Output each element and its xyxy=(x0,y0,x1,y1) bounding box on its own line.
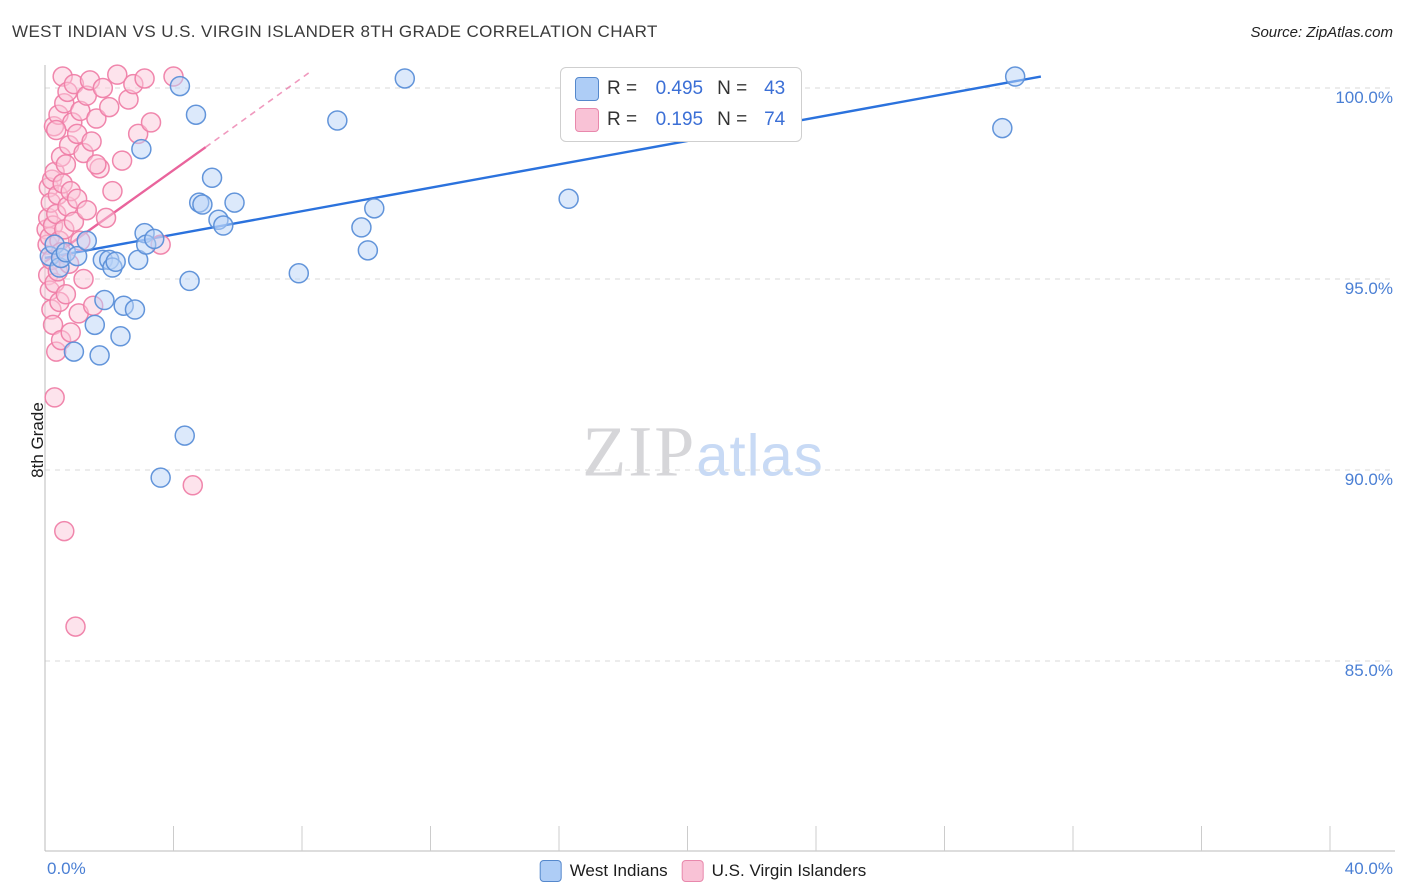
virgin-islanders-point xyxy=(86,108,107,129)
trend-line xyxy=(44,75,1042,260)
x-tick-0: 0.0% xyxy=(47,859,86,878)
virgin-islanders-point xyxy=(54,520,75,542)
page-title: WEST INDIAN VS U.S. VIRGIN ISLANDER 8TH … xyxy=(12,22,658,41)
correlation-legend: R = 0.495 N = 43 R = 0.195 N = 74 xyxy=(560,67,803,142)
virgin-islanders-point xyxy=(107,64,128,85)
west-indians-point xyxy=(351,217,372,238)
west-indians-point xyxy=(1004,66,1026,87)
west-indians-point xyxy=(105,251,126,273)
west-indians-point xyxy=(94,289,115,311)
n-label: N = xyxy=(717,78,748,99)
correlation-legend-row-virgin-islanders: R = 0.195 N = 74 xyxy=(575,108,785,132)
virgin-islanders-point xyxy=(55,154,77,175)
west-indians-point xyxy=(169,75,191,97)
source-attribution: Source: ZipAtlas.com xyxy=(1250,24,1393,41)
virgin-islanders-point xyxy=(95,207,117,229)
west-indians-point xyxy=(364,198,385,219)
west-indians-point xyxy=(185,104,207,125)
west-indians-point xyxy=(89,345,110,366)
r-value: 0.495 xyxy=(655,78,704,99)
n-value: 74 xyxy=(764,109,786,130)
x-tick-40: 40.0% xyxy=(1344,859,1393,878)
correlation-legend-row-west-indians: R = 0.495 N = 43 xyxy=(575,77,785,101)
virgin-islanders-point xyxy=(65,616,86,637)
virgin-islanders-point xyxy=(182,475,204,496)
r-label: R = xyxy=(607,109,638,130)
y-tick-100: 100.0% xyxy=(1335,88,1393,107)
west-indians-point xyxy=(224,192,245,213)
west-indians-point xyxy=(174,425,195,446)
virgin-islanders-point xyxy=(140,112,162,133)
y-axis-label: 8th Grade xyxy=(28,402,47,478)
west-indians-point xyxy=(84,314,106,336)
west-indians-point xyxy=(288,263,310,284)
west-indians-point xyxy=(201,167,223,189)
virgin-islanders-point xyxy=(81,131,102,152)
west-indians-point xyxy=(143,228,165,250)
y-tick-85: 85.0% xyxy=(1344,661,1393,680)
virgin-islanders-point xyxy=(134,68,155,89)
legend-item-west-indians: West Indians xyxy=(539,860,668,882)
legend-item-virgin-islanders: U.S. Virgin Islanders xyxy=(681,860,867,882)
n-label: N = xyxy=(717,109,748,130)
virgin-islanders-point xyxy=(86,154,107,175)
virgin-islanders-point xyxy=(76,199,98,221)
west-indians-point xyxy=(992,117,1013,139)
west-indians-point xyxy=(110,326,131,347)
r-label: R = xyxy=(607,78,638,99)
virgin-islanders-point xyxy=(111,150,133,171)
virgin-islanders-point xyxy=(63,211,85,232)
virgin-islanders-point xyxy=(45,119,67,141)
n-value: 43 xyxy=(764,78,786,99)
west-indians-point xyxy=(131,138,152,160)
west-indians-swatch-icon xyxy=(539,860,562,882)
west-indians-point xyxy=(76,230,98,252)
west-indians-point xyxy=(150,467,171,488)
west-indians-point xyxy=(213,215,234,236)
virgin-islanders-point xyxy=(92,77,114,99)
virgin-islanders-swatch-icon xyxy=(681,860,704,882)
west-indians-point xyxy=(558,188,579,210)
y-tick-95: 95.0% xyxy=(1344,279,1393,298)
west-indians-point xyxy=(124,299,146,320)
virgin-islanders-point xyxy=(60,322,81,343)
west-indians-point xyxy=(63,341,85,362)
west-indians-point xyxy=(66,245,88,267)
y-tick-90: 90.0% xyxy=(1344,470,1393,489)
virgin-islanders-point xyxy=(102,180,123,202)
west-indians-swatch-icon xyxy=(575,77,599,101)
legend-label: U.S. Virgin Islanders xyxy=(711,861,867,880)
west-indians-point xyxy=(327,110,348,131)
legend-label: West Indians xyxy=(569,861,668,880)
virgin-islanders-point xyxy=(55,284,77,305)
virgin-islanders-swatch-icon xyxy=(575,108,599,132)
r-value: 0.195 xyxy=(655,109,704,130)
trend-line-dashed xyxy=(205,70,313,148)
west-indians-point xyxy=(179,270,200,292)
west-indians-point xyxy=(394,68,416,89)
virgin-islanders-point xyxy=(99,96,120,118)
virgin-islanders-point xyxy=(73,268,94,290)
west-indians-point xyxy=(192,194,213,215)
west-indians-point xyxy=(357,240,379,261)
series-legend: West Indians U.S. Virgin Islanders xyxy=(539,860,867,882)
virgin-islanders-point xyxy=(44,387,65,408)
